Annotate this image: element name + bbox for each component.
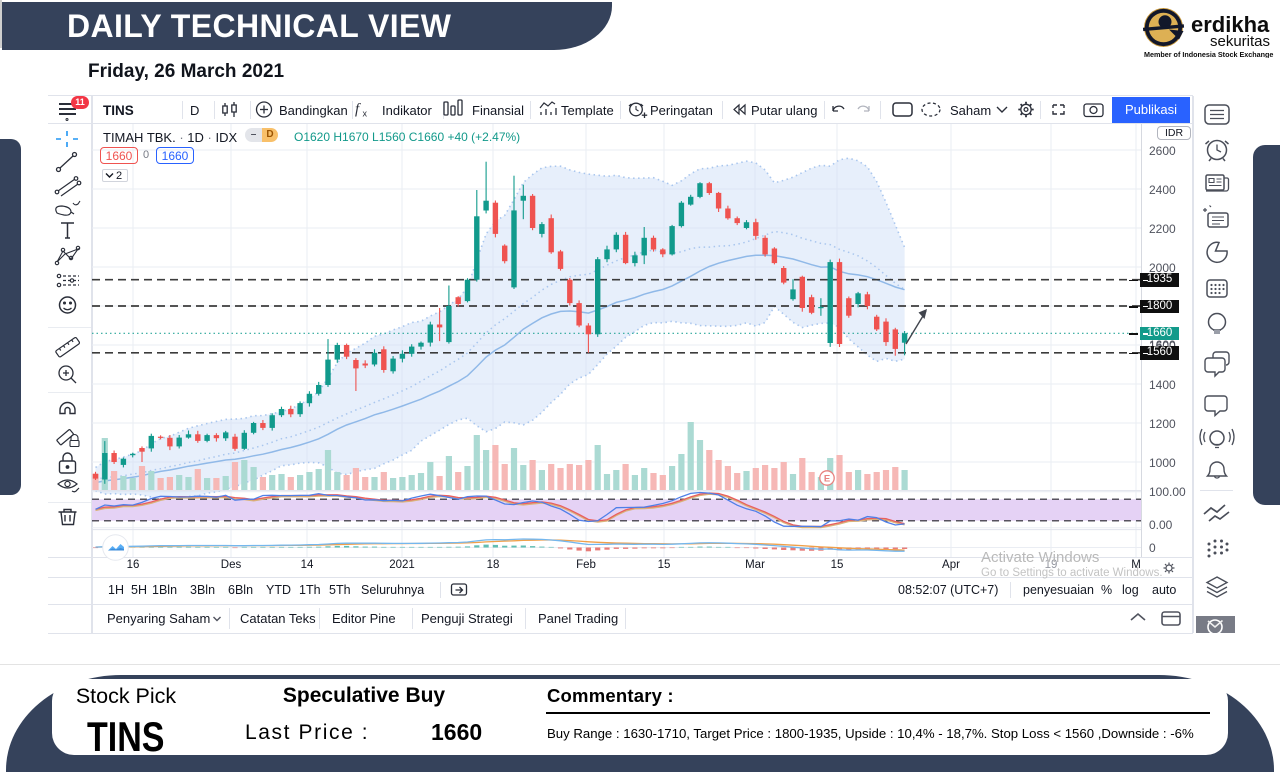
svg-text:sekuritas: sekuritas: [1210, 33, 1270, 50]
svg-text:Member of Indonesia Stock Exch: Member of Indonesia Stock Exchange: [1144, 50, 1273, 58]
svg-text:f: f: [355, 102, 361, 118]
svg-text:erdikha: erdikha: [1191, 12, 1270, 37]
svg-text:E: E: [824, 474, 830, 485]
svg-text:x: x: [363, 109, 368, 119]
